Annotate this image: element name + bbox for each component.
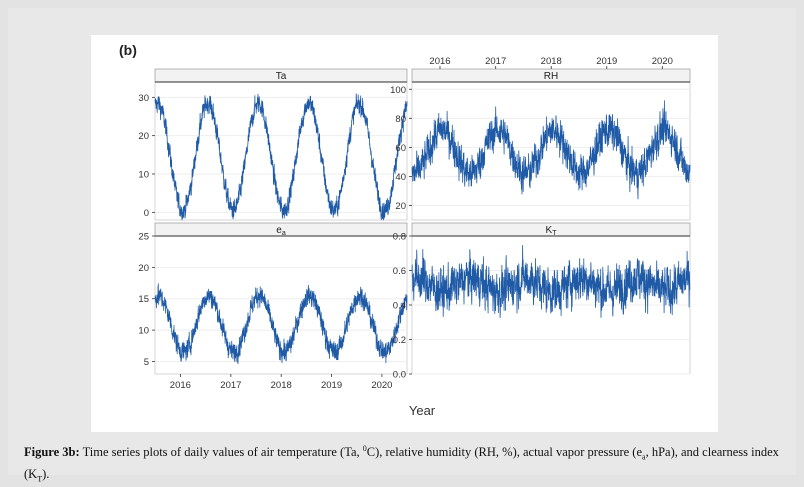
x-tick-label: 2019 xyxy=(596,56,617,67)
series-line xyxy=(154,93,408,221)
y-tick-label: 5 xyxy=(144,357,149,368)
panel-letter: (b) xyxy=(119,42,137,58)
caption-sub-a: a xyxy=(642,452,646,462)
y-tick-label: 20 xyxy=(138,263,149,274)
facet-3: ea 5 10 15 20 25 2016 2017 2018 2019 2020 xyxy=(138,222,408,391)
caption-text-2: C), relative humidity (RH, %), actual va… xyxy=(366,445,643,460)
y-tick-label: 0.0 xyxy=(393,370,406,381)
y-tick-label: 15 xyxy=(138,294,149,305)
y-tick-label: 0.6 xyxy=(393,266,406,277)
x-tick-label: 2020 xyxy=(652,56,673,67)
y-tick-label: 10 xyxy=(138,170,149,181)
caption-text-4: ). xyxy=(42,466,50,481)
y-tick-label: 40 xyxy=(395,172,406,183)
x-tick-label: 2016 xyxy=(429,56,450,67)
x-tick-label: 2017 xyxy=(485,56,506,67)
x-tick-label: 2020 xyxy=(371,380,392,391)
facet-title: RH xyxy=(544,71,558,82)
series-line xyxy=(411,244,691,319)
x-tick-label: 2016 xyxy=(170,380,191,391)
caption-text-3: , hPa), and clearness index (K xyxy=(24,445,779,481)
figure-card: (b) Ta 0 10 20 30 RH 20 40 60 80 100 2016 2017 2018 201… xyxy=(8,8,796,475)
facet-title-sub: T xyxy=(552,230,557,237)
series-line xyxy=(154,283,408,365)
x-axis-label: Year xyxy=(409,403,436,418)
y-tick-label: 0 xyxy=(144,208,149,219)
facet-title: Ta xyxy=(276,71,287,82)
caption-sub-t: T xyxy=(37,474,43,484)
x-tick-label: 2017 xyxy=(220,380,241,391)
caption-sup-degree: 0 xyxy=(362,444,367,453)
figure-panel: (b) Ta 0 10 20 30 RH 20 40 60 80 100 2016 2017 2018 201… xyxy=(91,35,718,432)
y-tick-label: 0.8 xyxy=(393,232,406,243)
caption-text-1: Time series plots of daily values of air… xyxy=(79,445,363,460)
series-line xyxy=(411,100,691,200)
facet-title: ea xyxy=(276,225,286,237)
y-tick-label: 20 xyxy=(395,201,406,212)
y-tick-label: 0.2 xyxy=(393,335,406,346)
facet-4: KT 0.0 0.2 0.4 0.6 0.8 xyxy=(393,222,691,381)
facet-title: KT xyxy=(546,225,558,237)
y-tick-label: 0.4 xyxy=(393,301,406,312)
y-tick-label: 60 xyxy=(395,143,406,154)
figure-caption: Figure 3b: Time series plots of daily va… xyxy=(24,440,794,487)
x-tick-label: 2018 xyxy=(541,56,562,67)
y-tick-label: 10 xyxy=(138,326,149,337)
facet-title-sub: a xyxy=(282,230,286,237)
facet-2: RH 20 40 60 80 100 2016 2017 2018 2019 2020 xyxy=(390,56,691,221)
facet-1: Ta 0 10 20 30 xyxy=(138,68,408,221)
y-tick-label: 30 xyxy=(138,93,149,104)
y-tick-label: 80 xyxy=(395,114,406,125)
x-tick-label: 2019 xyxy=(321,380,342,391)
y-tick-label: 20 xyxy=(138,131,149,142)
x-tick-label: 2018 xyxy=(271,380,292,391)
y-tick-label: 100 xyxy=(390,85,406,96)
caption-label: Figure 3b: xyxy=(24,445,80,460)
y-tick-label: 25 xyxy=(138,232,149,243)
